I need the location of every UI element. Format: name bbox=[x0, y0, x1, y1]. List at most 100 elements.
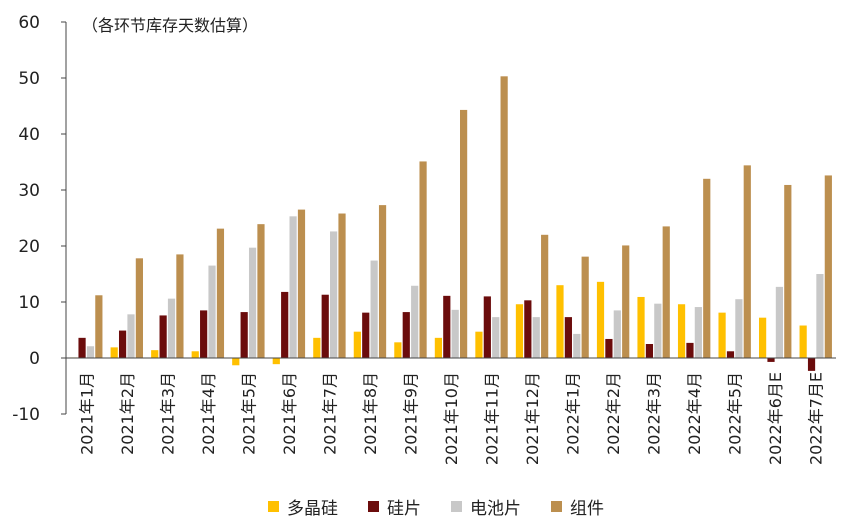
bar bbox=[759, 317, 767, 358]
bar bbox=[718, 312, 726, 358]
x-tick-label: 2022年4月 bbox=[685, 372, 704, 455]
y-tick-label: 10 bbox=[18, 293, 40, 313]
bar bbox=[637, 296, 645, 358]
bar bbox=[402, 312, 410, 358]
bar bbox=[176, 254, 184, 358]
bar-series bbox=[70, 76, 832, 371]
bar bbox=[216, 228, 225, 358]
bar bbox=[240, 312, 248, 358]
bar bbox=[492, 317, 500, 358]
bar bbox=[784, 184, 792, 358]
x-tick-label: 2021年12月 bbox=[523, 372, 542, 465]
bar bbox=[159, 315, 167, 358]
bar bbox=[654, 303, 662, 358]
bar bbox=[208, 265, 216, 358]
bar bbox=[581, 256, 589, 358]
chart-legend: 多晶硅 硅片 电池片 组件 bbox=[268, 494, 634, 519]
x-tick-label: 2021年6月 bbox=[280, 372, 299, 455]
bar bbox=[816, 274, 824, 358]
bar bbox=[735, 299, 743, 358]
bar bbox=[353, 331, 361, 358]
x-tick-label: 2021年9月 bbox=[401, 372, 420, 455]
bar bbox=[596, 281, 605, 358]
bar bbox=[743, 165, 751, 358]
bar bbox=[500, 76, 508, 358]
bar bbox=[613, 310, 621, 358]
bar bbox=[824, 175, 832, 358]
x-tick-label: 2021年1月 bbox=[77, 372, 96, 455]
x-tick-label: 2021年8月 bbox=[361, 372, 380, 455]
x-tick-label: 2021年10月 bbox=[442, 372, 461, 465]
bar bbox=[338, 213, 346, 358]
bar bbox=[232, 358, 240, 366]
y-tick-label: 40 bbox=[18, 125, 40, 145]
x-tick-label: 2022年2月 bbox=[604, 372, 623, 455]
bar bbox=[394, 342, 402, 358]
bar bbox=[703, 178, 711, 358]
legend-swatch bbox=[268, 501, 279, 512]
bar bbox=[110, 347, 118, 358]
y-tick-label: 50 bbox=[18, 69, 40, 89]
bar bbox=[200, 310, 208, 358]
bar bbox=[434, 337, 442, 358]
bar bbox=[330, 231, 338, 358]
bar bbox=[605, 338, 613, 358]
bar bbox=[483, 296, 491, 358]
bar bbox=[411, 285, 419, 358]
bar bbox=[645, 344, 654, 358]
bar bbox=[297, 209, 306, 358]
bar bbox=[475, 331, 483, 358]
x-tick-label: 2022年1月 bbox=[564, 372, 583, 455]
bar bbox=[167, 298, 176, 358]
bar bbox=[127, 314, 135, 358]
bar bbox=[807, 358, 816, 371]
x-tick-label: 2021年3月 bbox=[158, 372, 177, 455]
legend-item: 电池片 bbox=[451, 494, 521, 519]
bar bbox=[257, 224, 265, 358]
bar bbox=[191, 351, 199, 358]
legend-item: 硅片 bbox=[368, 494, 421, 519]
bar bbox=[532, 317, 540, 358]
bar bbox=[135, 258, 143, 358]
bar bbox=[78, 337, 86, 358]
bar bbox=[775, 286, 784, 358]
legend-item: 组件 bbox=[551, 494, 604, 519]
x-tick-label: 2022年3月 bbox=[645, 372, 664, 455]
bar bbox=[662, 226, 670, 358]
y-axis: -10 0 10 20 30 40 50 60 bbox=[12, 13, 66, 425]
bar bbox=[524, 300, 532, 358]
x-tick-label: 2021年2月 bbox=[118, 372, 137, 455]
chart-annotation: （各环节库存天数估算） bbox=[82, 16, 258, 35]
x-axis: 2021年1月 2021年2月 2021年3月 2021年4月 2021年5月 2021年… bbox=[77, 372, 825, 465]
bar bbox=[726, 351, 735, 358]
legend-label: 电池片 bbox=[470, 499, 521, 519]
bar bbox=[686, 342, 694, 358]
bar bbox=[767, 358, 775, 362]
bar bbox=[622, 245, 630, 358]
bar bbox=[419, 161, 427, 358]
bar bbox=[86, 346, 95, 358]
x-tick-label: 2022年7月E bbox=[807, 372, 826, 465]
y-tick-label: 30 bbox=[18, 181, 40, 201]
bar bbox=[289, 216, 297, 358]
bar bbox=[541, 234, 549, 358]
bar bbox=[151, 350, 159, 358]
legend-item: 多晶硅 bbox=[268, 494, 338, 519]
bar bbox=[564, 317, 572, 358]
bar bbox=[677, 304, 686, 358]
legend-swatch bbox=[451, 501, 462, 512]
bar bbox=[799, 325, 807, 358]
bar bbox=[515, 304, 524, 358]
y-tick-label: -10 bbox=[12, 405, 40, 425]
x-tick-label: 2022年6月E bbox=[766, 372, 785, 465]
x-tick-label: 2021年5月 bbox=[239, 372, 258, 455]
y-tick-label: 20 bbox=[18, 237, 40, 257]
bar bbox=[694, 307, 702, 358]
y-tick-label: 0 bbox=[29, 349, 40, 369]
bar bbox=[573, 333, 581, 358]
bar bbox=[443, 295, 451, 358]
bar bbox=[556, 285, 564, 358]
x-tick-label: 2021年4月 bbox=[199, 372, 218, 455]
legend-swatch bbox=[368, 501, 379, 512]
